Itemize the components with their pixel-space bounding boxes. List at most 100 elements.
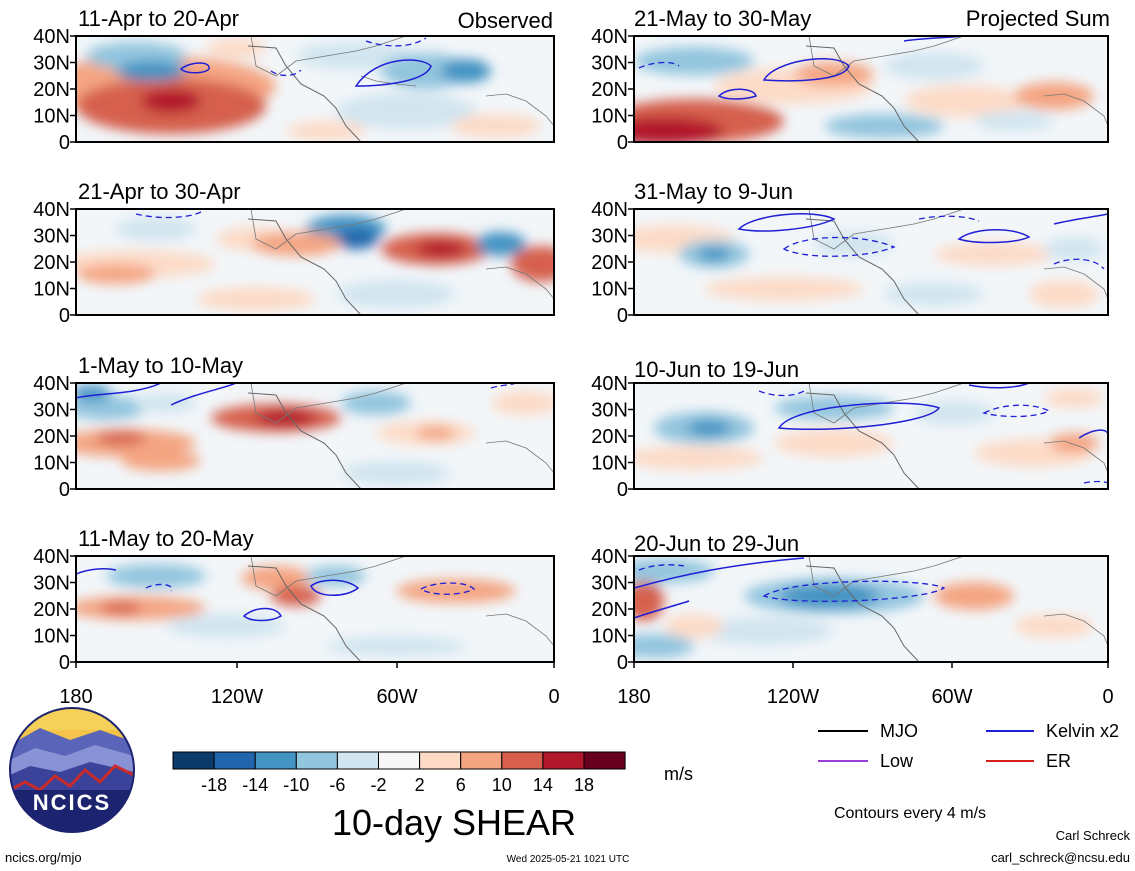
y-tick-label: 20N [591,252,628,274]
y-tick-label: 20N [33,599,70,621]
legend-low-label: Low [880,751,914,771]
panel-label-observed: Observed [458,8,553,33]
y-tick-label: 10N [591,279,628,301]
y-tick-label: 30N [591,400,628,422]
panel-observed-1: 11-Apr to 20-Apr Observed [75,6,555,143]
y-tick-label: 10N [591,626,628,648]
colorbar-swatch [378,751,421,770]
y-tick-label: 20N [33,252,70,274]
y-tick-label: 20N [33,426,70,448]
panel-projected-1: 21-May to 30-May Projected Sum [633,6,1110,143]
colorbar-swatch [213,751,256,770]
colorbar: -18 -14 -10 -6 -2 2 6 10 14 18 [172,751,626,795]
colorbar-swatch [583,751,626,770]
panel-projected-3: 10-Jun to 19-Jun [633,357,1109,490]
y-tick-label: 0 [59,305,70,327]
shear-map [633,382,1109,490]
line-legend: MJO Kelvin x2 Low ER Contours every 4 m/… [818,721,1119,822]
y-tick-label: 20N [33,79,70,101]
legend-mjo-label: MJO [880,721,918,741]
colorbar-tick-label: 6 [456,775,466,795]
colorbar-swatch [336,751,379,770]
colorbar-swatch [172,751,215,770]
y-tick-label: 30N [591,573,628,595]
panel-projected-4: 20-Jun to 29-Jun [633,531,1109,663]
panel-title: 11-May to 20-May [78,526,254,551]
footer-author: Carl Schreck [1056,828,1131,843]
legend-er-label: ER [1046,751,1071,771]
panel-label-projected: Projected Sum [966,6,1110,31]
y-tick-label: 30N [33,53,70,75]
y-tick-label: 0 [59,479,70,501]
panel-title: 31-May to 9-Jun [634,179,793,204]
y-tick-label: 40N [591,373,628,395]
y-tick-label: 40N [591,546,628,568]
y-tick-label: 0 [617,132,628,154]
colorbar-swatch [295,751,338,770]
shear-map [633,35,1109,143]
shear-map [633,555,1109,663]
colorbar-tick-label: -6 [329,775,345,795]
colorbar-swatch [254,751,297,770]
y-tick-label: 40N [591,26,628,48]
y-tick-label: 30N [33,573,70,595]
y-axes: 40N 30N 20N 10N 0 40N 30N 20N 10N 0 40N 30N 20N 10N 0 4… [33,26,634,674]
shear-map [75,555,555,663]
colorbar-swatch [542,751,585,770]
y-tick-label: 30N [591,53,628,75]
panel-projected-2: 31-May to 9-Jun [633,179,1109,316]
y-tick-label: 20N [591,599,628,621]
colorbar-tick-label: -14 [242,775,268,795]
colorbar-swatch [419,751,462,770]
y-tick-label: 40N [33,26,70,48]
x-tick-label: 60W [376,686,417,708]
x-tick-label: 120W [767,686,819,708]
y-tick-label: 10N [33,626,70,648]
footer-timestamp: Wed 2025-05-21 1021 UTC [507,854,630,865]
x-tick-label: 0 [1102,686,1113,708]
y-tick-label: 10N [591,453,628,475]
colorbar-tick-label: -10 [283,775,309,795]
colorbar-tick-label: 10 [492,775,512,795]
y-tick-label: 30N [33,226,70,248]
colorbar-tick-label: 2 [415,775,425,795]
y-tick-label: 20N [591,79,628,101]
x-tick-label: 180 [59,686,92,708]
y-tick-label: 0 [59,652,70,674]
y-tick-label: 0 [617,652,628,674]
panel-title: 11-Apr to 20-Apr [78,6,239,31]
colorbar-swatch [460,751,503,770]
colorbar-unit: m/s [664,764,693,784]
colorbar-swatch [501,751,544,770]
x-tick-label: 120W [211,686,263,708]
colorbar-tick-label: 14 [533,775,553,795]
x-axes: 180 120W 60W 0 180 120W 60W 0 [59,662,1114,708]
panel-title: 10-Jun to 19-Jun [634,357,799,382]
colorbar-tick-label: -18 [201,775,227,795]
panel-title: 1-May to 10-May [78,353,243,378]
y-tick-label: 40N [33,373,70,395]
ncics-logo: NCICS [9,707,135,833]
x-tick-label: 180 [617,686,650,708]
colorbar-tick-label: -2 [370,775,386,795]
shear-map [75,208,555,316]
y-tick-label: 0 [59,132,70,154]
y-tick-label: 40N [33,546,70,568]
x-tick-label: 0 [548,686,559,708]
colorbar-title: 10-day SHEAR [332,802,576,843]
y-tick-label: 40N [591,199,628,221]
shear-map [75,382,555,490]
panel-title: 20-Jun to 29-Jun [634,531,799,556]
shear-map [633,208,1109,316]
contours-note: Contours every 4 m/s [834,805,986,822]
panel-observed-2: 21-Apr to 30-Apr [75,179,555,316]
y-tick-label: 10N [33,106,70,128]
y-tick-label: 30N [33,400,70,422]
panel-observed-3: 1-May to 10-May [75,353,555,490]
y-tick-label: 20N [591,426,628,448]
y-tick-label: 30N [591,226,628,248]
footer-email: carl_schreck@ncsu.edu [991,850,1130,865]
legend-kelvin-label: Kelvin x2 [1046,721,1119,741]
y-tick-label: 10N [33,279,70,301]
